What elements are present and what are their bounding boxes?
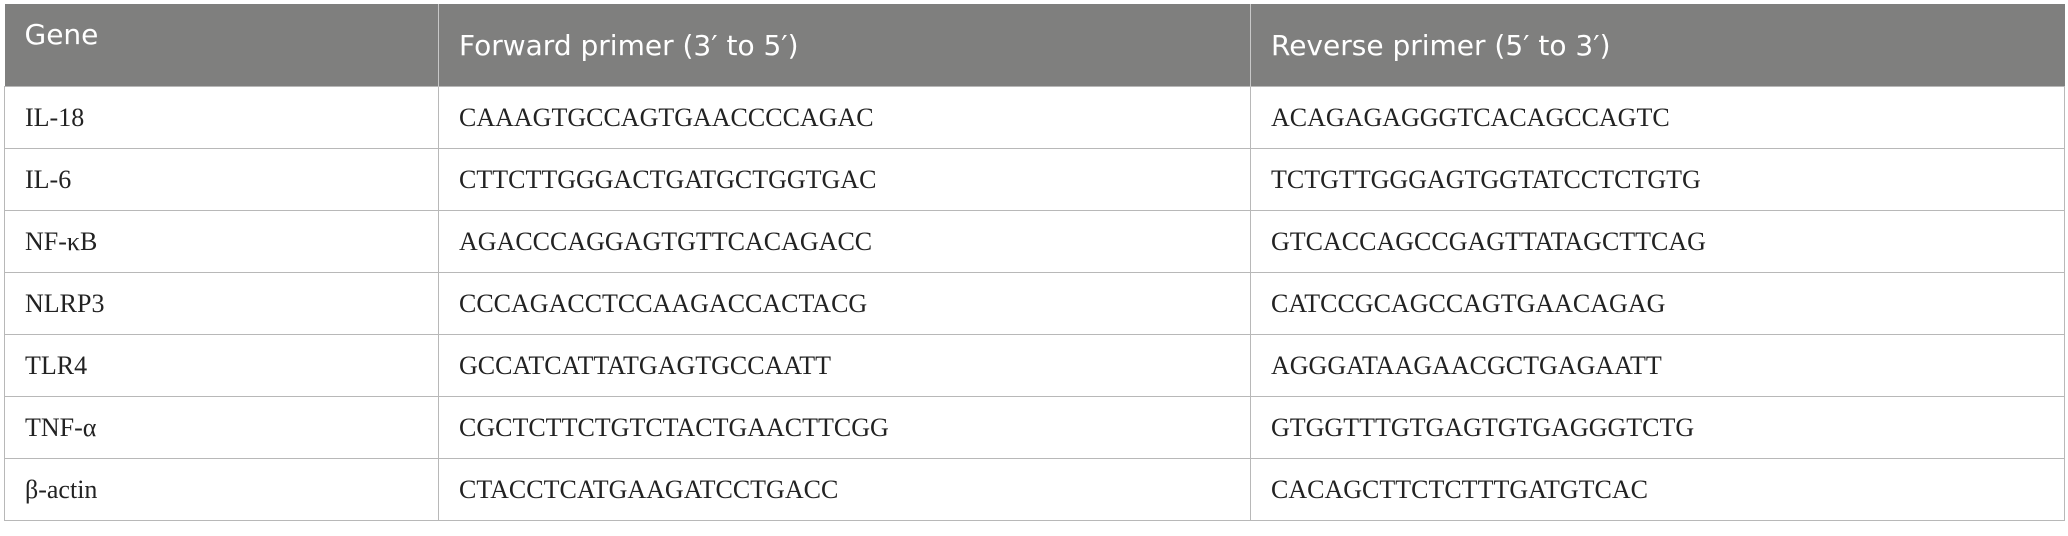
table-row: IL-18 CAAAGTGCCAGTGAACCCCAGAC ACAGAGAGGGTC… <box>4 86 2065 149</box>
header-row: Gene Forward primer (3′ to 5′) Reverse pri… <box>4 4 2065 87</box>
header-cell: Forward primer (3′ to 5′) <box>438 4 1251 87</box>
table-row: NF-κB AGACCCAGGAGTGTTCACAGACC GTCACCAGCCGA… <box>4 210 2065 273</box>
table-row: NLRP3 CCCAGACCTCCAAGACCACTACG CATCCGCAGCCA… <box>4 272 2065 335</box>
table-row: TLR4 GCCATCATTATGAGTGCCAATT AGGGATAAGAACGC… <box>4 334 2065 397</box>
table-cell: β-actin <box>4 458 439 521</box>
table-cell: CACAGCTTCTCTTTGATGTCAC <box>1250 458 2065 521</box>
table-cell: AGACCCAGGAGTGTTCACAGACC <box>438 210 1251 273</box>
table-cell: ACAGAGAGGGTCACAGCCAGTC <box>1250 86 2065 149</box>
table-row: β-actin CTACCTCATGAAGATCCTGACC CACAGCTTCTC… <box>4 458 2065 521</box>
table-body: IL-18 CAAAGTGCCAGTGAACCCCAGAC ACAGAGAGGGTC… <box>4 86 2065 521</box>
table-cell: GTGGTTTGTGAGTGTGAGGGTCTG <box>1250 396 2065 459</box>
header-cell: Reverse primer (5′ to 3′) <box>1250 4 2065 87</box>
table-cell: IL-6 <box>4 148 439 211</box>
table-cell: TCTGTTGGGAGTGGTATCCTCTGTG <box>1250 148 2065 211</box>
table-cell: CTACCTCATGAAGATCCTGACC <box>438 458 1251 521</box>
table-cell: AGGGATAAGAACGCTGAGAATT <box>1250 334 2065 397</box>
table-cell: CAAAGTGCCAGTGAACCCCAGAC <box>438 86 1251 149</box>
table-cell: TNF-α <box>4 396 439 459</box>
table-row: TNF-α CGCTCTTCTGTCTACTGAACTTCGG GTGGTTTGTG… <box>4 396 2065 459</box>
table-cell: IL-18 <box>4 86 439 149</box>
table-cell: CATCCGCAGCCAGTGAACAGAG <box>1250 272 2065 335</box>
table-cell: TLR4 <box>4 334 439 397</box>
table-header: Gene Forward primer (3′ to 5′) Reverse pri… <box>4 4 2065 87</box>
table-cell: NLRP3 <box>4 272 439 335</box>
table-cell: CGCTCTTCTGTCTACTGAACTTCGG <box>438 396 1251 459</box>
table-cell: CCCAGACCTCCAAGACCACTACG <box>438 272 1251 335</box>
header-cell: Gene <box>4 4 439 87</box>
table-cell: GCCATCATTATGAGTGCCAATT <box>438 334 1251 397</box>
primer-table: Gene Forward primer (3′ to 5′) Reverse pri… <box>4 4 2065 521</box>
table-cell: GTCACCAGCCGAGTTATAGCTTCAG <box>1250 210 2065 273</box>
table-row: IL-6 CTTCTTGGGACTGATGCTGGTGAC TCTGTTGGGAGT… <box>4 148 2065 211</box>
table-cell: NF-κB <box>4 210 439 273</box>
table-cell: CTTCTTGGGACTGATGCTGGTGAC <box>438 148 1251 211</box>
